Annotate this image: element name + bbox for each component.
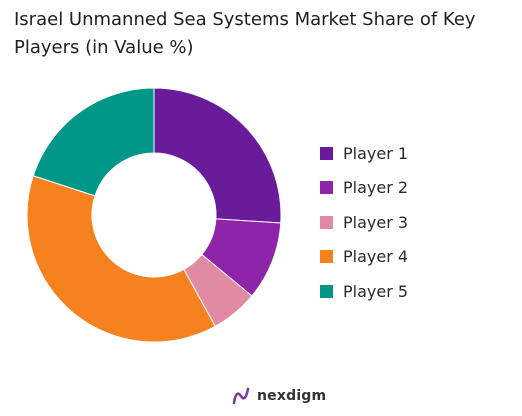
nexdigm-logo: nexdigm (232, 386, 326, 406)
legend-swatch (320, 215, 333, 229)
legend-swatch (320, 250, 333, 264)
legend-swatch (320, 284, 333, 298)
legend-label: Player 1 (343, 143, 409, 163)
legend-label: Player 3 (343, 212, 409, 232)
chart-legend: Player 1 Player 2 Player 3 Player 4 Player 5 (320, 136, 408, 309)
legend-label: Player 2 (343, 178, 409, 198)
nexdigm-logo-icon (232, 387, 250, 405)
chart-title: Israel Unmanned Sea Systems Market Share… (14, 9, 476, 58)
legend-item-player-3: Player 3 (320, 205, 408, 240)
logo-text: nexdigm (257, 388, 327, 404)
legend-item-player-1: Player 1 (320, 136, 408, 171)
legend-item-player-5: Player 5 (320, 274, 408, 309)
legend-swatch (320, 181, 333, 195)
donut-slice-player-5 (32, 87, 155, 197)
donut-slice-player-1 (153, 87, 282, 224)
donut-slice-player-4 (26, 175, 216, 343)
legend-label: Player 4 (343, 247, 409, 267)
legend-swatch (320, 146, 333, 160)
legend-item-player-4: Player 4 (320, 240, 408, 275)
legend-item-player-2: Player 2 (320, 171, 408, 206)
legend-label: Player 5 (343, 281, 409, 301)
